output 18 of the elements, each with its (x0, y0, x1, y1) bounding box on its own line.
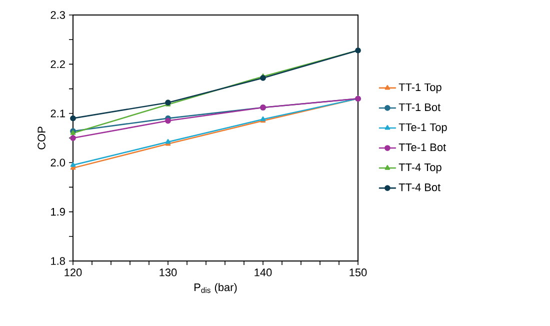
y-tick-label: 2.0 (50, 158, 66, 166)
y-tick-label: 1.9 (51, 208, 65, 216)
legend-label: TTe-1 Top (398, 123, 447, 134)
y-tick-label: 2.3 (50, 11, 65, 19)
x-tick-label: 140 (254, 268, 272, 276)
y-tick-label: 2.1 (50, 110, 65, 118)
y-axis-title: COP (38, 126, 46, 150)
y-tick-label: 1.8 (51, 257, 65, 265)
x-tick-label: 120 (64, 268, 82, 276)
x-tick-label: 130 (160, 268, 177, 276)
legend-label: TT-4 Top (398, 164, 442, 174)
x-tick-label: 150 (350, 268, 367, 276)
x-axis-title: P$_{dis}$ (bar) (194, 283, 237, 294)
legend-label: TT-1 Top (398, 83, 442, 94)
legend-label: TT-4 Bot (398, 184, 441, 192)
legend-label: TTe-1 Bot (398, 144, 446, 152)
y-tick-label: 2.2 (50, 60, 65, 68)
legend-label: TT-1 Bot (398, 103, 441, 112)
